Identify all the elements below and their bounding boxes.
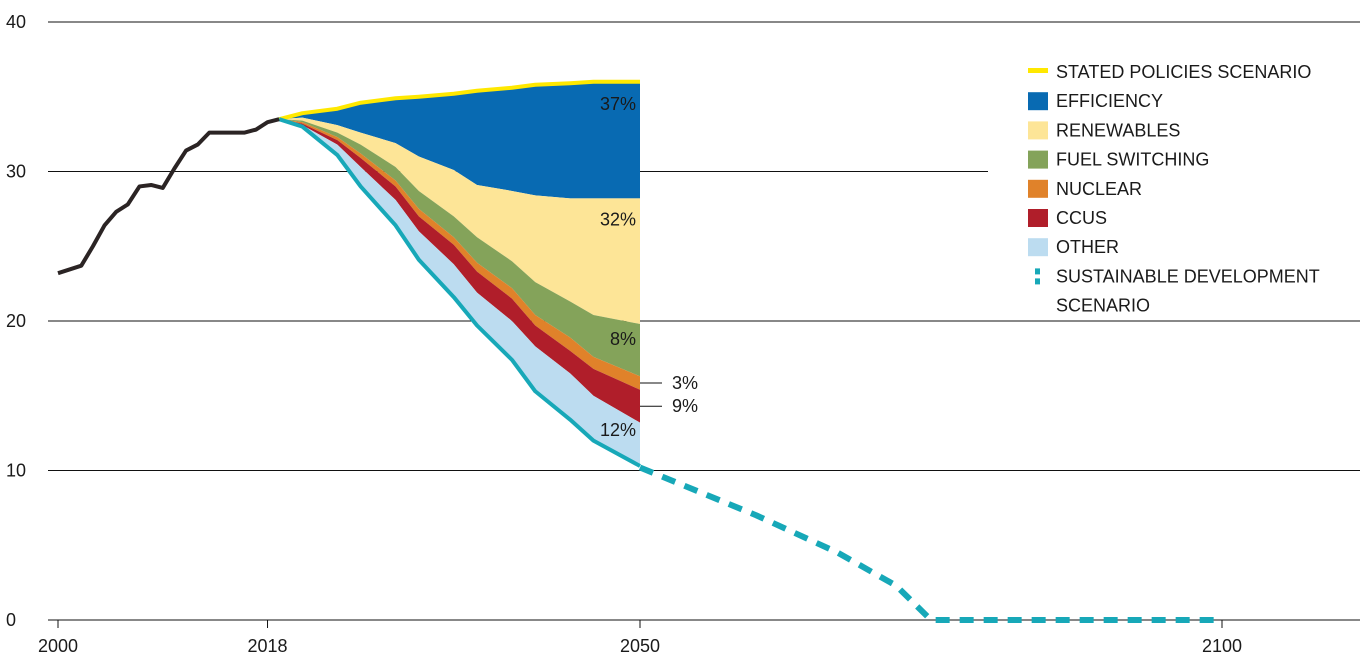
legend-label: STATED POLICIES SCENARIO bbox=[1056, 62, 1311, 82]
legend-swatch-renewables bbox=[1028, 121, 1048, 140]
legend-swatch-ccus bbox=[1028, 209, 1048, 227]
legend-swatch-efficiency bbox=[1028, 92, 1048, 111]
legend-swatch-other bbox=[1028, 238, 1048, 257]
legend-label: FUEL SWITCHING bbox=[1056, 150, 1209, 170]
share-label: 3% bbox=[672, 373, 698, 393]
sds-line-dashed bbox=[638, 464, 1222, 623]
legend-label: SCENARIO bbox=[1056, 295, 1150, 315]
x-tick-label: 2000 bbox=[38, 636, 78, 655]
legend-swatch-nuclear bbox=[1028, 179, 1048, 198]
legend-label: SUSTAINABLE DEVELOPMENT bbox=[1056, 266, 1320, 286]
legend-swatch-fuel-switching bbox=[1028, 150, 1048, 169]
band-renewables bbox=[279, 117, 640, 324]
legend-label: EFFICIENCY bbox=[1056, 91, 1163, 111]
share-label: 37% bbox=[600, 94, 636, 114]
legend-swatch-stated-policies bbox=[1028, 68, 1048, 73]
series-lines bbox=[57, 79, 1222, 623]
x-tick-label: 2100 bbox=[1202, 636, 1242, 655]
band-efficiency bbox=[279, 81, 640, 199]
y-tick-label: 0 bbox=[6, 610, 16, 630]
y-tick-label: 20 bbox=[6, 311, 26, 331]
legend-label: OTHER bbox=[1056, 237, 1119, 257]
y-tick-label: 40 bbox=[6, 12, 26, 32]
stacked-areas bbox=[279, 81, 640, 467]
legend: STATED POLICIES SCENARIO EFFICIENCY RENEWA… bbox=[1028, 62, 1320, 315]
legend-swatch-sds-dot bbox=[1035, 278, 1040, 285]
band-other bbox=[279, 119, 640, 467]
gridlines bbox=[48, 21, 1360, 621]
band-ccus bbox=[279, 119, 640, 423]
historical-line bbox=[57, 117, 280, 276]
share-label: 8% bbox=[610, 329, 636, 349]
sds-line-solid bbox=[278, 117, 641, 468]
axes: 0 10 20 30 40 2000 2018 2050 2100 bbox=[6, 12, 1242, 655]
y-tick-label: 10 bbox=[6, 461, 26, 481]
y-tick-label: 30 bbox=[6, 162, 26, 182]
band-nuclear bbox=[279, 119, 640, 390]
share-label: 9% bbox=[672, 396, 698, 416]
share-label: 12% bbox=[600, 420, 636, 440]
band-fuel-switching bbox=[279, 119, 640, 377]
legend-swatch-sds-dot bbox=[1035, 268, 1040, 275]
x-tick-label: 2018 bbox=[247, 636, 287, 655]
legend-label: CCUS bbox=[1056, 208, 1107, 228]
data-labels: 37% 32% 8% 3% 9% 12% bbox=[600, 94, 698, 440]
x-tick-label: 2050 bbox=[620, 636, 660, 655]
share-label: 32% bbox=[600, 209, 636, 229]
stated-policies-line bbox=[278, 79, 640, 122]
legend-label: NUCLEAR bbox=[1056, 179, 1142, 199]
legend-label: RENEWABLES bbox=[1056, 120, 1180, 140]
